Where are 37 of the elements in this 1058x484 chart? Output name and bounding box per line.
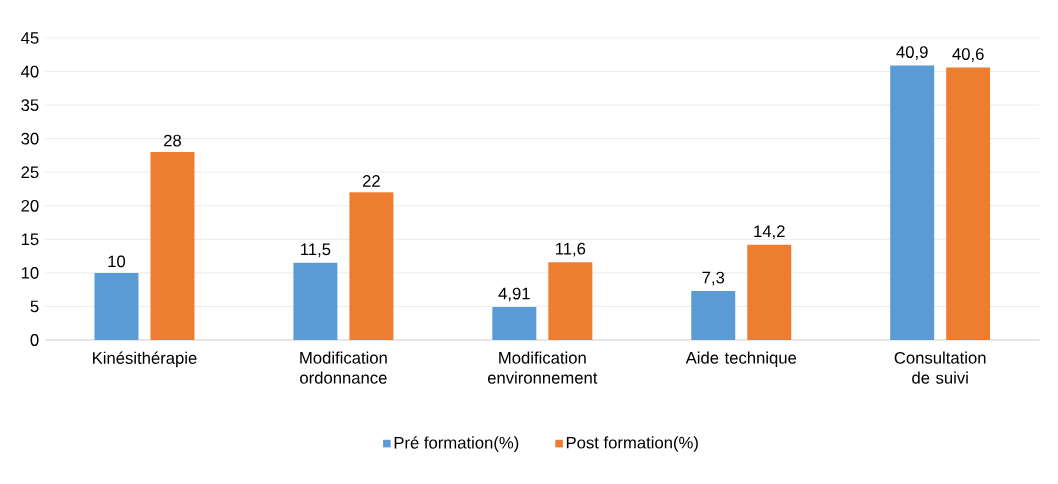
y-tick-label: 45 <box>21 32 39 44</box>
y-tick-label: 5 <box>30 300 39 313</box>
y-tick-label: 15 <box>21 233 39 246</box>
y-tick-label: 30 <box>21 132 39 145</box>
y-tick-label: 35 <box>21 99 39 112</box>
bar <box>946 67 991 340</box>
bar <box>293 262 338 340</box>
bar <box>492 307 537 340</box>
bar <box>691 291 736 340</box>
x-tick-label: Consultation de suivi <box>894 351 986 384</box>
x-tick-label: Aide technique <box>685 351 797 368</box>
legend-label: Pré formation(%) <box>394 436 519 452</box>
data-label: 40,9 <box>896 46 928 60</box>
y-tick-label: 20 <box>21 199 39 212</box>
data-label: 40,6 <box>952 48 984 62</box>
x-tick-label: Kinésithérapie <box>93 351 197 368</box>
data-label: 28 <box>164 134 182 147</box>
legend-label: Post formation(%) <box>566 436 698 452</box>
y-tick-label: 40 <box>21 65 39 78</box>
data-label: 10 <box>108 255 126 268</box>
bar <box>349 192 394 340</box>
data-label: 11,6 <box>556 242 586 257</box>
data-label: 11,5 <box>301 243 331 258</box>
y-tick-label: 10 <box>21 266 39 279</box>
bar <box>890 65 935 340</box>
x-tick-label: Modification environnement <box>487 351 598 384</box>
bar <box>548 262 593 340</box>
bar <box>150 152 195 340</box>
y-tick-label: 25 <box>21 166 39 179</box>
data-label: 4,91 <box>498 287 530 302</box>
data-label: 22 <box>362 175 380 187</box>
data-label: 7,3 <box>702 271 725 286</box>
bar <box>747 244 792 340</box>
y-tick-label: 0 <box>30 334 39 346</box>
bar <box>94 272 139 340</box>
data-label: 14,2 <box>754 225 785 240</box>
x-tick-label: Modification ordonnance <box>300 351 387 384</box>
